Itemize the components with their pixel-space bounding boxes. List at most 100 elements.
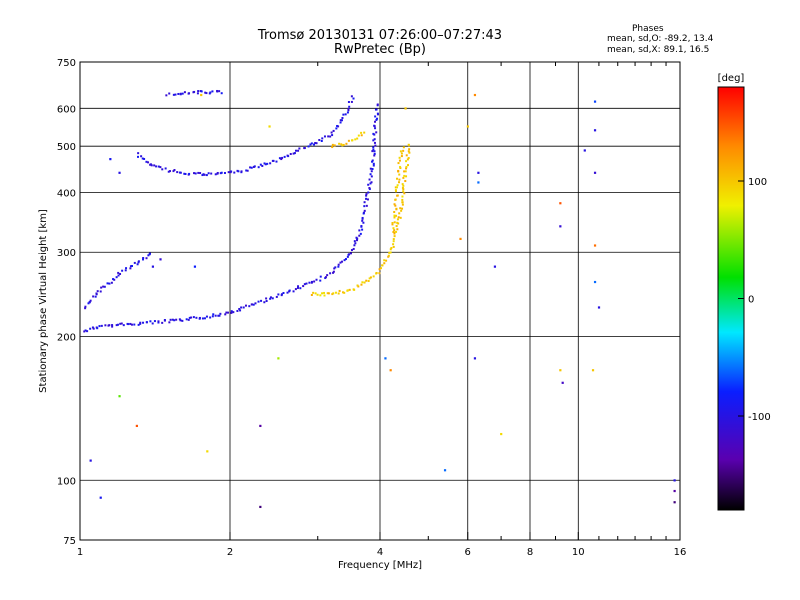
y-tick-label: 400 (57, 188, 76, 199)
trace-point (329, 135, 332, 138)
trace-point (402, 188, 405, 191)
trace-point (383, 259, 386, 262)
trace-point (84, 305, 87, 308)
trace-point (406, 164, 409, 167)
trace-point (113, 278, 116, 281)
trace-point (400, 209, 403, 212)
trace-point (120, 322, 123, 325)
scatter-point (159, 258, 162, 261)
trace-point (201, 174, 204, 177)
trace-point (205, 174, 208, 177)
trace-point (119, 272, 122, 275)
trace-point (370, 181, 373, 184)
trace-point (361, 219, 364, 222)
trace-point (399, 166, 402, 169)
trace-point (361, 281, 364, 284)
trace-point (331, 134, 334, 137)
trace-point (324, 276, 327, 279)
trace-point (319, 279, 322, 282)
trace-point (320, 139, 323, 142)
trace-point (197, 171, 200, 174)
scatter-point (466, 125, 469, 128)
trace-point (216, 89, 219, 92)
trace-point (396, 218, 399, 221)
trace-point (239, 309, 242, 312)
trace-point (403, 174, 406, 177)
trace-point (203, 173, 206, 176)
trace-point (173, 319, 176, 322)
trace-point (383, 262, 386, 265)
trace-point (172, 93, 175, 96)
trace-point (250, 303, 253, 306)
trace-point (269, 297, 272, 300)
trace-point (237, 170, 240, 173)
trace-point (398, 173, 401, 176)
scatter-point (443, 469, 447, 472)
trace-point (376, 117, 379, 120)
trace-point (363, 281, 366, 284)
trace-point (275, 295, 278, 298)
trace-point (286, 291, 289, 294)
trace-point (289, 153, 292, 156)
trace-point (265, 297, 268, 300)
trace-point (240, 170, 243, 173)
trace-point (127, 323, 130, 326)
trace-point (331, 146, 334, 149)
trace-point (203, 317, 206, 320)
trace-point (310, 142, 313, 145)
trace-point (348, 288, 351, 291)
trace-point (365, 197, 368, 200)
trace-point (292, 152, 295, 155)
x-tick-label: 2 (227, 547, 233, 558)
trace-point (303, 283, 306, 286)
scatter-point (593, 244, 597, 247)
trace-point (343, 259, 346, 262)
trace-point (265, 300, 268, 303)
x-tick-label: 10 (572, 547, 585, 558)
trace-point (332, 292, 335, 295)
trace-point (181, 319, 184, 322)
trace-point (199, 90, 202, 93)
trace-point (179, 319, 182, 322)
trace-point (230, 310, 233, 313)
trace-point (111, 324, 114, 327)
trace-point (104, 324, 107, 327)
trace-point (408, 148, 411, 151)
trace-point (275, 160, 278, 163)
trace-point (327, 292, 330, 295)
trace-point (399, 165, 402, 168)
trace-point (333, 144, 336, 147)
trace-point (193, 90, 196, 93)
trace-point (183, 91, 186, 94)
scatter-point (593, 100, 597, 103)
colorbar-tick-label: 0 (748, 295, 754, 306)
trace-point (398, 159, 401, 162)
trace-point (250, 166, 253, 169)
trace-point (245, 169, 248, 172)
trace-point (375, 131, 378, 134)
trace-point (197, 90, 200, 93)
trace-point (393, 221, 396, 224)
trace-point (153, 320, 156, 323)
y-tick-label: 300 (57, 248, 76, 259)
trace-point (401, 203, 404, 206)
scatter-point (559, 369, 562, 372)
trace-point (315, 278, 318, 281)
trace-point (396, 194, 399, 197)
trace-point (214, 314, 217, 317)
trace-point (137, 152, 140, 155)
trace-point (137, 260, 140, 263)
trace-point (337, 265, 340, 268)
trace-point (372, 162, 375, 165)
trace-point (111, 325, 114, 328)
trace-point (91, 326, 94, 329)
trace-point (149, 320, 152, 323)
trace-point (92, 295, 95, 298)
scatter-point (99, 496, 102, 499)
trace-point (141, 157, 144, 160)
trace-point (153, 164, 156, 167)
trace-point (398, 181, 401, 184)
trace-point (370, 170, 373, 173)
trace-point (96, 327, 99, 330)
trace-point (338, 289, 341, 292)
